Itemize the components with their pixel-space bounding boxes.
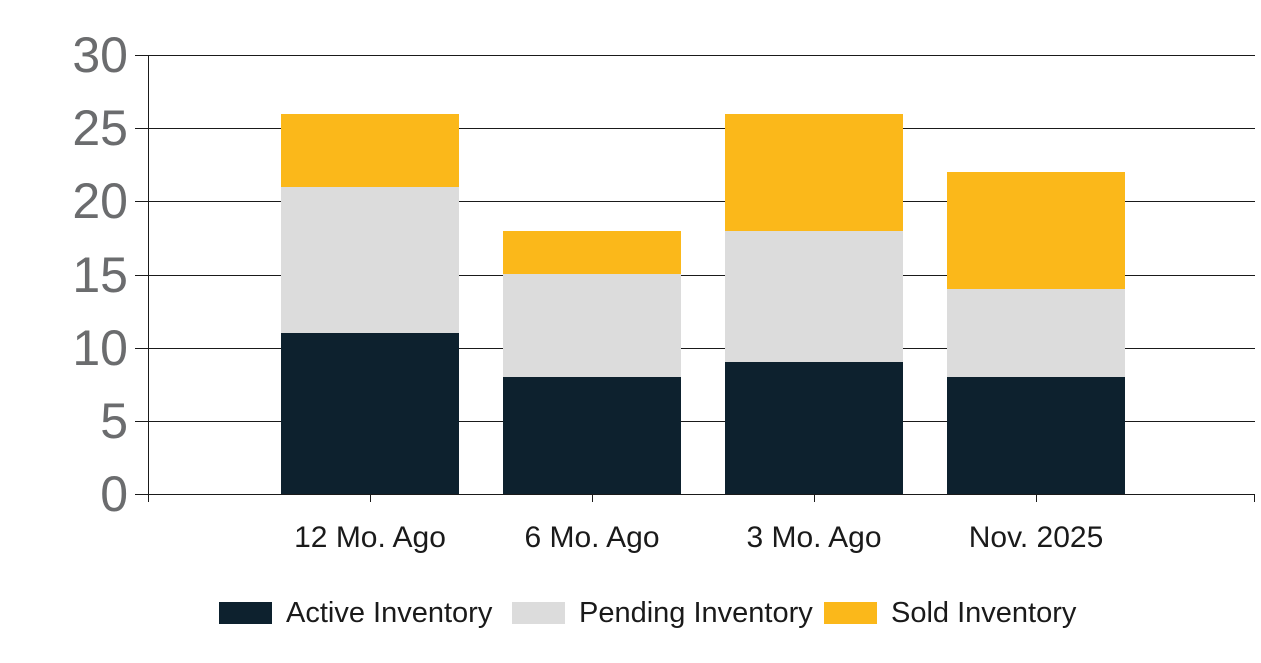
bar-segment-active-inventory bbox=[947, 377, 1125, 494]
y-axis-label-10: 10 bbox=[72, 320, 128, 376]
x-axis-label-1: 12 Mo. Ago bbox=[294, 521, 446, 554]
gridline-25 bbox=[135, 128, 1255, 129]
y-axis-label-25: 25 bbox=[72, 100, 128, 156]
y-axis-label-15: 15 bbox=[72, 247, 128, 303]
gridline-30 bbox=[135, 55, 1255, 56]
bar-segment-sold-inventory bbox=[947, 172, 1125, 289]
gridline-0 bbox=[135, 494, 1255, 495]
x-axis-tick-2 bbox=[592, 494, 593, 502]
x-axis-label-2: 6 Mo. Ago bbox=[524, 521, 660, 554]
x-axis-end-tick bbox=[1254, 494, 1255, 502]
bar-segment-active-inventory bbox=[503, 377, 681, 494]
bar-segment-active-inventory bbox=[725, 362, 903, 494]
y-axis-label-0: 0 bbox=[100, 466, 128, 522]
bar-segment-active-inventory bbox=[281, 333, 459, 494]
x-axis-label-3: 3 Mo. Ago bbox=[746, 521, 882, 554]
bar-segment-pending-inventory bbox=[281, 187, 459, 333]
bar-segment-pending-inventory bbox=[503, 274, 681, 377]
bar-segment-sold-inventory bbox=[725, 114, 903, 231]
gridline-15 bbox=[135, 275, 1255, 276]
x-axis-tick-4 bbox=[1036, 494, 1037, 502]
y-axis-label-5: 5 bbox=[100, 393, 128, 449]
y-axis-label-30: 30 bbox=[72, 27, 128, 83]
y-axis-line bbox=[148, 55, 149, 502]
y-axis-label-20: 20 bbox=[72, 173, 128, 229]
bar-segment-sold-inventory bbox=[503, 231, 681, 274]
bar-segment-pending-inventory bbox=[725, 231, 903, 362]
bar-segment-sold-inventory bbox=[281, 114, 459, 187]
gridline-5 bbox=[135, 421, 1255, 422]
x-axis-label-4: Nov. 2025 bbox=[968, 521, 1104, 554]
x-axis-tick-3 bbox=[814, 494, 815, 502]
gridline-10 bbox=[135, 348, 1255, 349]
gridline-20 bbox=[135, 201, 1255, 202]
bar-segment-pending-inventory bbox=[947, 289, 1125, 377]
x-axis-tick-1 bbox=[370, 494, 371, 502]
